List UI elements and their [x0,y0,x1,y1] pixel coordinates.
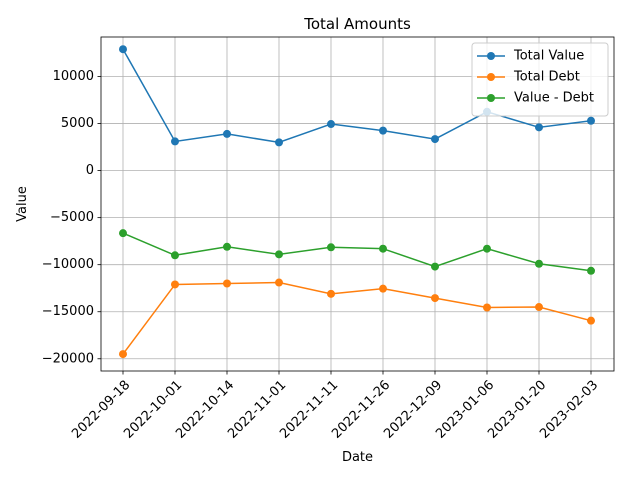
legend-box [471,42,609,117]
y-tick-label: 5000 [61,116,94,131]
plot-frame [100,36,615,372]
data-point-total-debt [379,284,387,293]
data-point-total-debt [431,294,439,303]
y-tick-label: −15000 [42,304,94,319]
legend-marker-value-debt [487,94,495,102]
grid-lines [101,37,614,371]
legend: Total Value Total Debt Value - Debt [471,42,609,117]
data-point-total-value [327,120,335,129]
legend-label-total-value: Total Value [513,49,584,64]
series-line-total-debt [122,281,592,355]
data-point-value-debt [535,259,543,268]
data-point-total-debt [535,303,543,312]
legend-marker-total-debt [487,73,495,81]
data-point-value-debt [223,242,231,251]
data-point-value-debt [171,251,179,260]
axis-ticks: 2022-09-182022-10-012022-10-142022-11-01… [42,69,602,442]
data-point-total-value [379,126,387,135]
data-point-total-debt [483,303,491,312]
legend-label-total-debt: Total Debt [513,70,580,85]
data-point-value-debt [119,229,127,238]
data-point-value-debt [483,244,491,253]
data-point-total-value [119,45,127,54]
data-point-value-debt [431,262,439,271]
data-point-value-debt [327,243,335,252]
data-point-total-value [223,129,231,138]
series-layer [119,45,595,359]
data-point-total-value [535,123,543,132]
data-point-total-value [587,116,595,125]
data-point-total-debt [275,278,283,287]
data-point-total-value [171,137,179,146]
y-tick-label: 10000 [53,69,94,84]
chart-title: Total Amounts [303,15,411,33]
data-point-total-value [275,138,283,147]
y-axis-title: Value [15,186,30,222]
data-point-total-debt [587,316,595,325]
data-point-total-debt [223,279,231,288]
y-tick-label: −20000 [42,351,94,366]
data-point-total-debt [327,289,335,298]
y-tick-label: −5000 [50,210,94,225]
y-tick-label: −10000 [42,257,94,272]
legend-label-value-debt: Value - Debt [514,91,594,106]
data-point-value-debt [587,266,595,275]
data-point-total-debt [119,350,127,359]
y-tick-label: 0 [86,163,94,178]
x-axis-title: Date [342,450,373,465]
data-point-value-debt [379,244,387,253]
series-line-value-debt [122,232,592,272]
data-point-total-debt [171,280,179,289]
legend-marker-total-value [487,52,495,60]
data-point-total-value [431,135,439,144]
data-point-value-debt [275,250,283,259]
series-line-total-value [122,48,592,144]
